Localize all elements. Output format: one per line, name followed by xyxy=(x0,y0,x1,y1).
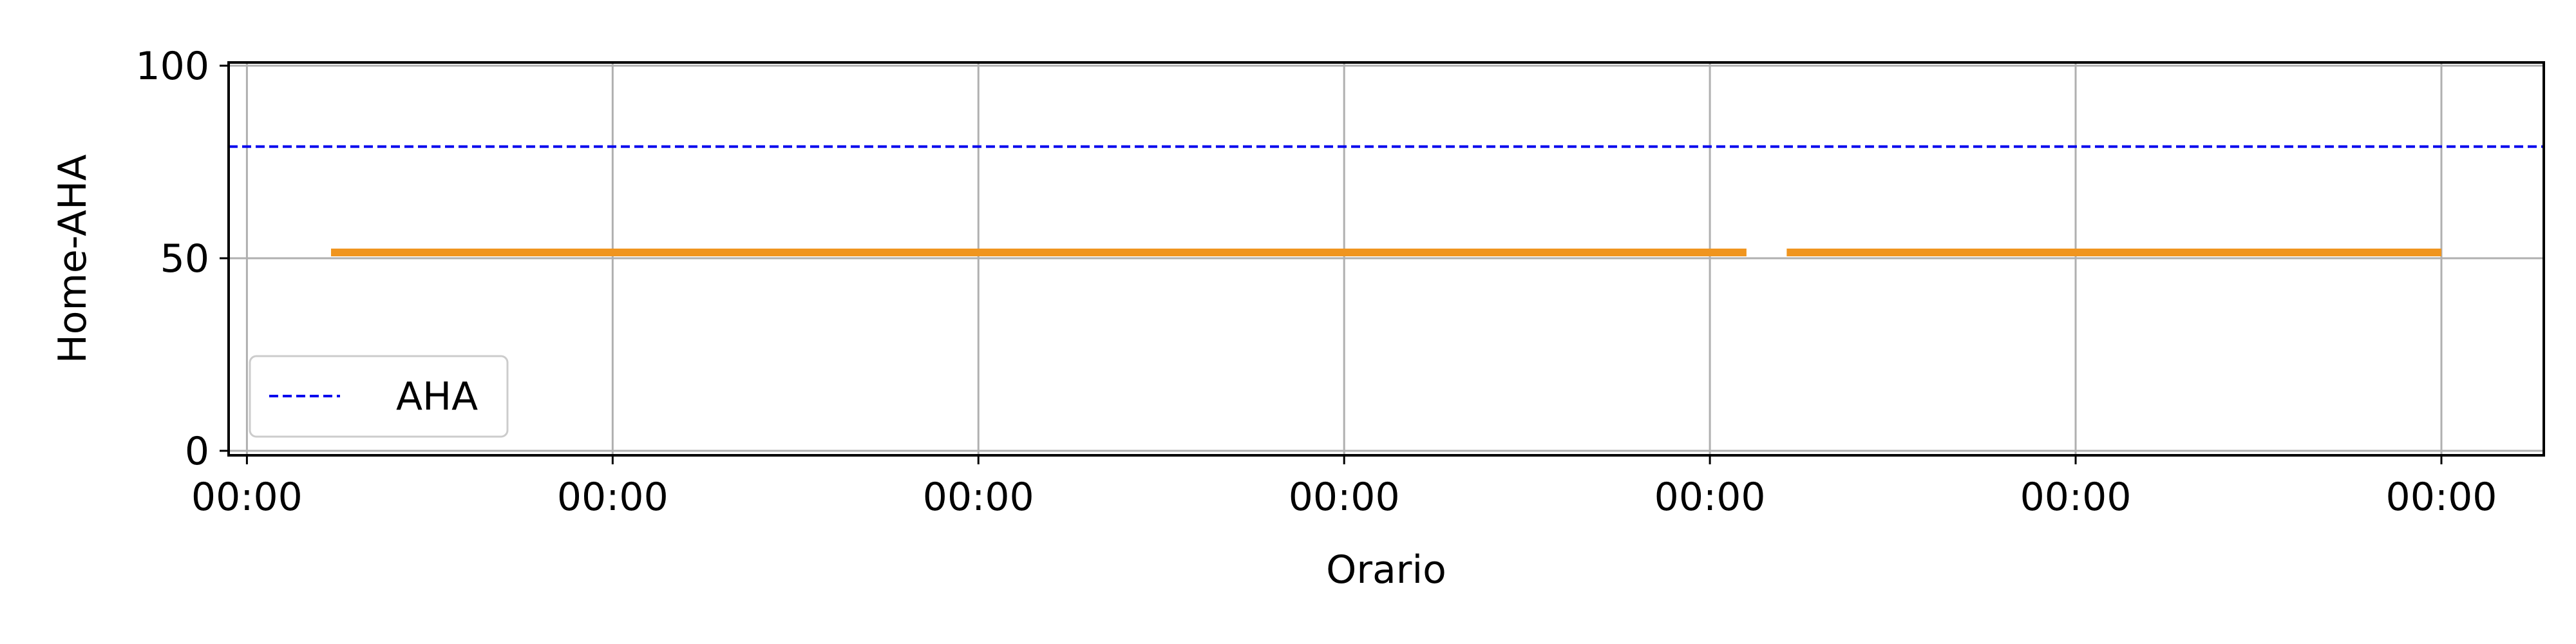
legend-label-aha: AHA xyxy=(396,374,478,419)
y-axis-title: Home-AHA xyxy=(50,155,95,364)
x-tick-label: 00:00 xyxy=(557,475,668,520)
x-tick-label: 00:00 xyxy=(1289,475,1400,520)
plot-data xyxy=(229,145,2544,257)
x-tick-label: 00:00 xyxy=(2020,475,2132,520)
axis-ticks: 00:00 00:00 00:00 00:00 00:00 00:00 00:0005010… xyxy=(135,44,2497,520)
x-tick-label: 00:00 xyxy=(191,475,303,520)
x-tick-label: 00:00 xyxy=(923,475,1034,520)
y-tick-label: 100 xyxy=(135,44,209,89)
x-axis-title: Orario xyxy=(1326,547,1446,592)
x-tick-label: 00:00 xyxy=(2386,475,2497,520)
grid xyxy=(229,62,2544,455)
x-tick-label: 00:00 xyxy=(1654,475,1766,520)
y-tick-label: 0 xyxy=(185,429,209,474)
legend-box xyxy=(249,355,509,438)
legend: AHA xyxy=(249,355,509,438)
y-tick-label: 50 xyxy=(160,236,209,281)
